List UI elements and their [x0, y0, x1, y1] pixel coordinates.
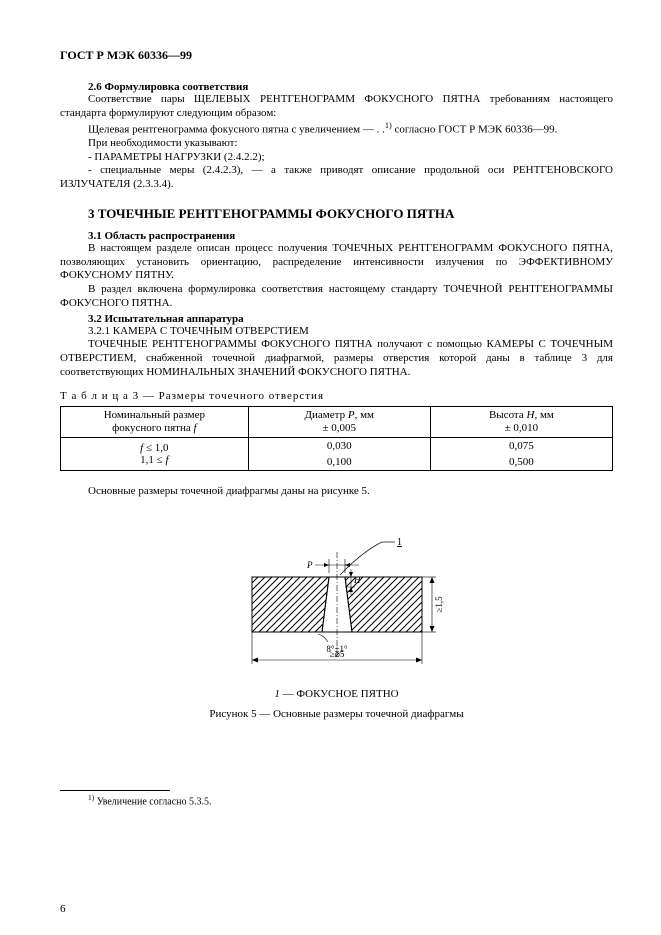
col1-l2: фокусного пятна: [112, 422, 193, 434]
figure-5-label-line: 1 — ФОКУСНОЕ ПЯТНО: [60, 688, 613, 700]
col1-l2-i: f: [193, 422, 196, 434]
section-3-heading: 3 ТОЧЕЧНЫЕ РЕНТГЕНОГРАММЫ ФОКУСНОГО ПЯТН…: [88, 206, 613, 222]
table-col2-header: Диаметр P, мм ± 0,005: [248, 406, 430, 437]
sec-2-6-p3: При необходимости указывают:: [60, 137, 613, 151]
sec-3-1-p1: В настоящем разделе описан процесс получ…: [60, 242, 613, 283]
sec-2-6-title: 2.6 Формулировка соответствия: [60, 81, 613, 93]
sec-2-6-p2: Щелевая рентгенограмма фокусного пятна с…: [60, 121, 613, 137]
r2c1a: 1,1 ≤: [140, 454, 165, 466]
sec-3-2-title: 3.2 Испытательная аппаратура: [60, 313, 613, 325]
table-cell: f ≤ 1,0 1,1 ≤ f: [61, 438, 249, 471]
doc-header: ГОСТ Р МЭК 60336—99: [60, 48, 613, 63]
c2l2: ± 0,005: [322, 422, 356, 434]
fc1: — ФОКУСНОЕ ПЯТНО: [280, 688, 399, 700]
table-col1-header: Номинальный размер фокусного пятна f: [61, 406, 249, 437]
r2c1i: f: [165, 454, 168, 466]
figure-5-caption: Рисунок 5 — Основные размеры точечной ди…: [60, 708, 613, 720]
diaphragm-diagram: P1H≥1,58°±1°≥⌀5: [227, 517, 447, 677]
sec-3-2-1: 3.2.1 КАМЕРА С ТОЧЕЧНЫМ ОТВЕРСТИЕМ: [60, 325, 613, 339]
sec-2-6-p2b: согласно ГОСТ Р МЭК 60336—99.: [392, 123, 558, 135]
sec-2-6-li2: - специальные меры (2.4.2.3), — а также …: [60, 164, 613, 192]
table-3: Номинальный размер фокусного пятна f Диа…: [60, 406, 613, 471]
table-header-row: Номинальный размер фокусного пятна f Диа…: [61, 406, 613, 437]
figure-5: P1H≥1,58°±1°≥⌀5: [60, 517, 613, 682]
sec-3-1-p2: В раздел включена формулировка соответст…: [60, 283, 613, 311]
table-cell: 0,500: [430, 454, 612, 471]
c3l2: ± 0,010: [505, 422, 539, 434]
table-cell: 0,075: [430, 438, 612, 455]
svg-text:H: H: [353, 575, 361, 585]
r1c1: ≤ 1,0: [143, 442, 168, 454]
svg-text:P: P: [306, 560, 313, 570]
table-row: f ≤ 1,0 1,1 ≤ f 0,030 0,075: [61, 438, 613, 455]
sec-2-6-p1: Соответствие пары ЩЕЛЕВЫХ РЕНТГЕНОГРАММ …: [60, 93, 613, 121]
sec-2-6-p2a: Щелевая рентгенограмма фокусного пятна с…: [88, 123, 385, 135]
after-table-text: Основные размеры точечной диафрагмы даны…: [60, 485, 613, 499]
c2i: P: [348, 409, 355, 421]
sec-2-6-li1: - ПАРАМЕТРЫ НАГРУЗКИ (2.4.2.2);: [60, 151, 613, 165]
col1-l1: Номинальный размер: [104, 409, 205, 421]
c3b: , мм: [534, 409, 553, 421]
footnote-1: 1) Увеличение согласно 5.3.5.: [60, 793, 613, 807]
fnt: Увеличение согласно 5.3.5.: [94, 796, 211, 807]
c3a: Высота: [489, 409, 527, 421]
footnote-ref: 1): [385, 121, 392, 130]
svg-text:1: 1: [397, 537, 402, 548]
footnote-rule: [60, 790, 170, 791]
c2a: Диаметр: [305, 409, 348, 421]
page-number: 6: [60, 903, 66, 915]
svg-text:≥1,5: ≥1,5: [434, 596, 444, 613]
sec-3-2-1-p1: ТОЧЕЧНЫЕ РЕНТГЕНОГРАММЫ ФОКУСНОГО ПЯТНА …: [60, 338, 613, 379]
table-cell: 0,030: [248, 438, 430, 455]
table-col3-header: Высота H, мм ± 0,010: [430, 406, 612, 437]
svg-text:≥⌀5: ≥⌀5: [329, 649, 344, 659]
table-cell: 0,100: [248, 454, 430, 471]
table-3-caption: Т а б л и ц а 3 — Размеры точечного отве…: [60, 390, 613, 402]
sec-3-1-title: 3.1 Область распространения: [60, 230, 613, 242]
c2b: , мм: [355, 409, 374, 421]
